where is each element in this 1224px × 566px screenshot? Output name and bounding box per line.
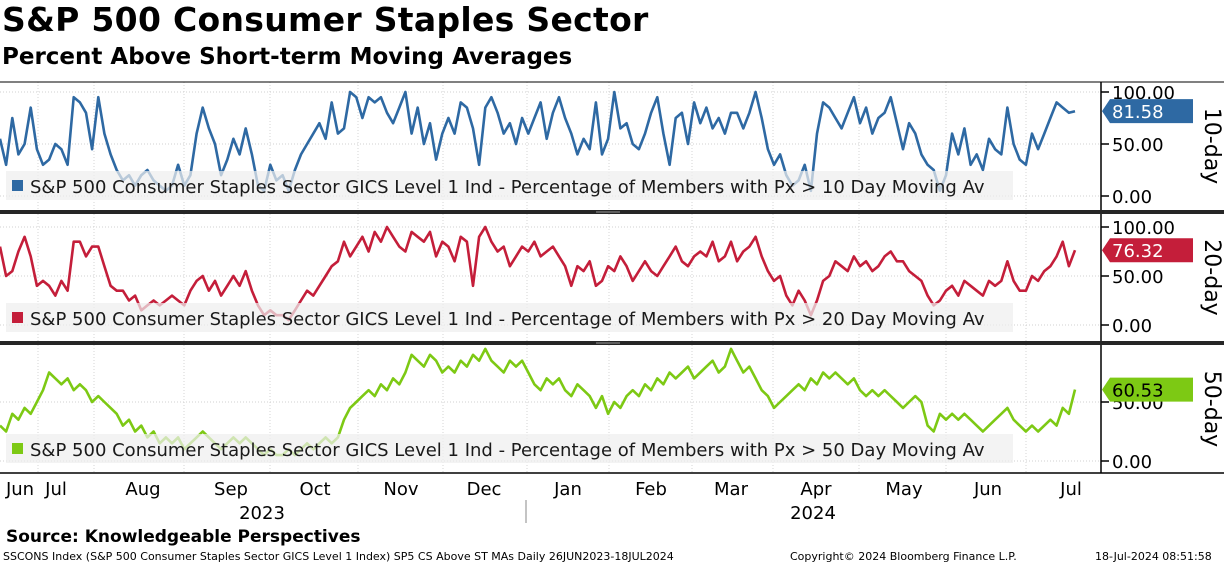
- x-tick-label: Dec: [467, 479, 502, 500]
- y-tick-label: 100.00: [1112, 218, 1175, 239]
- series-line-20-day: [0, 225, 1077, 322]
- y-tick-label: 50.00: [1112, 267, 1164, 288]
- chart-subtitle: Percent Above Short-term Moving Averages: [2, 44, 573, 70]
- x-tick-label: Jul: [1059, 479, 1082, 500]
- chart-title: S&P 500 Consumer Staples Sector: [2, 0, 649, 39]
- legend-text: S&P 500 Consumer Staples Sector GICS Lev…: [30, 177, 985, 198]
- legend-text: S&P 500 Consumer Staples Sector GICS Lev…: [30, 309, 985, 330]
- x-tick-label: Feb: [635, 479, 667, 500]
- series-line-10-day: [0, 90, 1076, 193]
- x-tick-label: Oct: [299, 479, 330, 500]
- timestamp: 18-Jul-2024 08:51:58: [1095, 550, 1212, 563]
- x-tick-label: May: [885, 479, 923, 500]
- year-label: 2023: [239, 503, 285, 524]
- x-tick-label: Aug: [125, 479, 160, 500]
- legend-swatch: [12, 312, 23, 323]
- panel-50-day: S&P 500 Consumer Staples Sector GICS Lev…: [0, 345, 1224, 473]
- side-label-50-day: 50-day: [1199, 371, 1224, 447]
- source-note: Source: Knowledgeable Perspectives: [6, 527, 361, 547]
- legend-swatch: [12, 443, 23, 454]
- legend-box: [6, 434, 1013, 463]
- y-tick-label: 0.00: [1112, 316, 1152, 337]
- x-tick-label: Jun: [973, 479, 1002, 500]
- x-tick-label: Jun: [5, 479, 34, 500]
- legend-box: [6, 303, 1013, 332]
- x-tick-label: Nov: [383, 479, 418, 500]
- y-tick-label: 0.00: [1112, 187, 1152, 208]
- side-label-20-day: 20-day: [1199, 239, 1224, 315]
- year-label: 2024: [790, 503, 836, 524]
- last-value-label: 81.58: [1112, 102, 1164, 123]
- x-tick-label: Sep: [214, 479, 248, 500]
- panel-20-day: S&P 500 Consumer Staples Sector GICS Lev…: [0, 214, 1224, 341]
- last-value-label: 76.32: [1112, 241, 1164, 262]
- panel-10-day: S&P 500 Consumer Staples Sector GICS Lev…: [0, 82, 1224, 210]
- copyright-note: Copyright© 2024 Bloomberg Finance L.P.: [790, 550, 1017, 563]
- y-tick-label: 100.00: [1112, 83, 1175, 104]
- ticker-description: SSCONS Index (S&P 500 Consumer Staples S…: [3, 550, 674, 563]
- legend-swatch: [12, 180, 23, 191]
- last-value-label: 60.53: [1112, 381, 1164, 402]
- x-tick-label: Apr: [800, 479, 832, 500]
- y-tick-label: 0.00: [1112, 452, 1152, 473]
- x-tick-label: Mar: [714, 479, 749, 500]
- x-tick-label: Jul: [44, 479, 67, 500]
- last-value-tag: [1102, 377, 1193, 402]
- last-value-tag: [1102, 238, 1193, 263]
- legend-box: [6, 171, 1013, 200]
- x-tick-label: Jan: [553, 479, 582, 500]
- legend-text: S&P 500 Consumer Staples Sector GICS Lev…: [30, 440, 985, 461]
- side-label-10-day: 10-day: [1199, 108, 1224, 184]
- y-tick-label: 50.00: [1112, 135, 1164, 156]
- last-value-tag: [1102, 99, 1193, 124]
